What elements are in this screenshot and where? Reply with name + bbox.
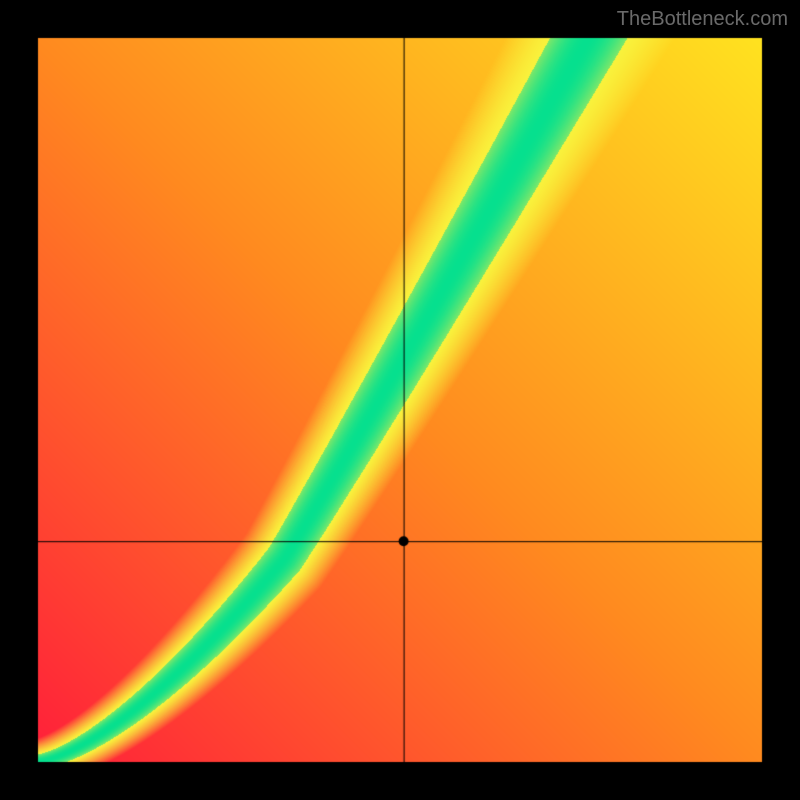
heatmap-canvas — [0, 0, 800, 800]
watermark: TheBottleneck.com — [617, 8, 788, 31]
bottleneck-heatmap: TheBottleneck.com — [0, 0, 800, 800]
